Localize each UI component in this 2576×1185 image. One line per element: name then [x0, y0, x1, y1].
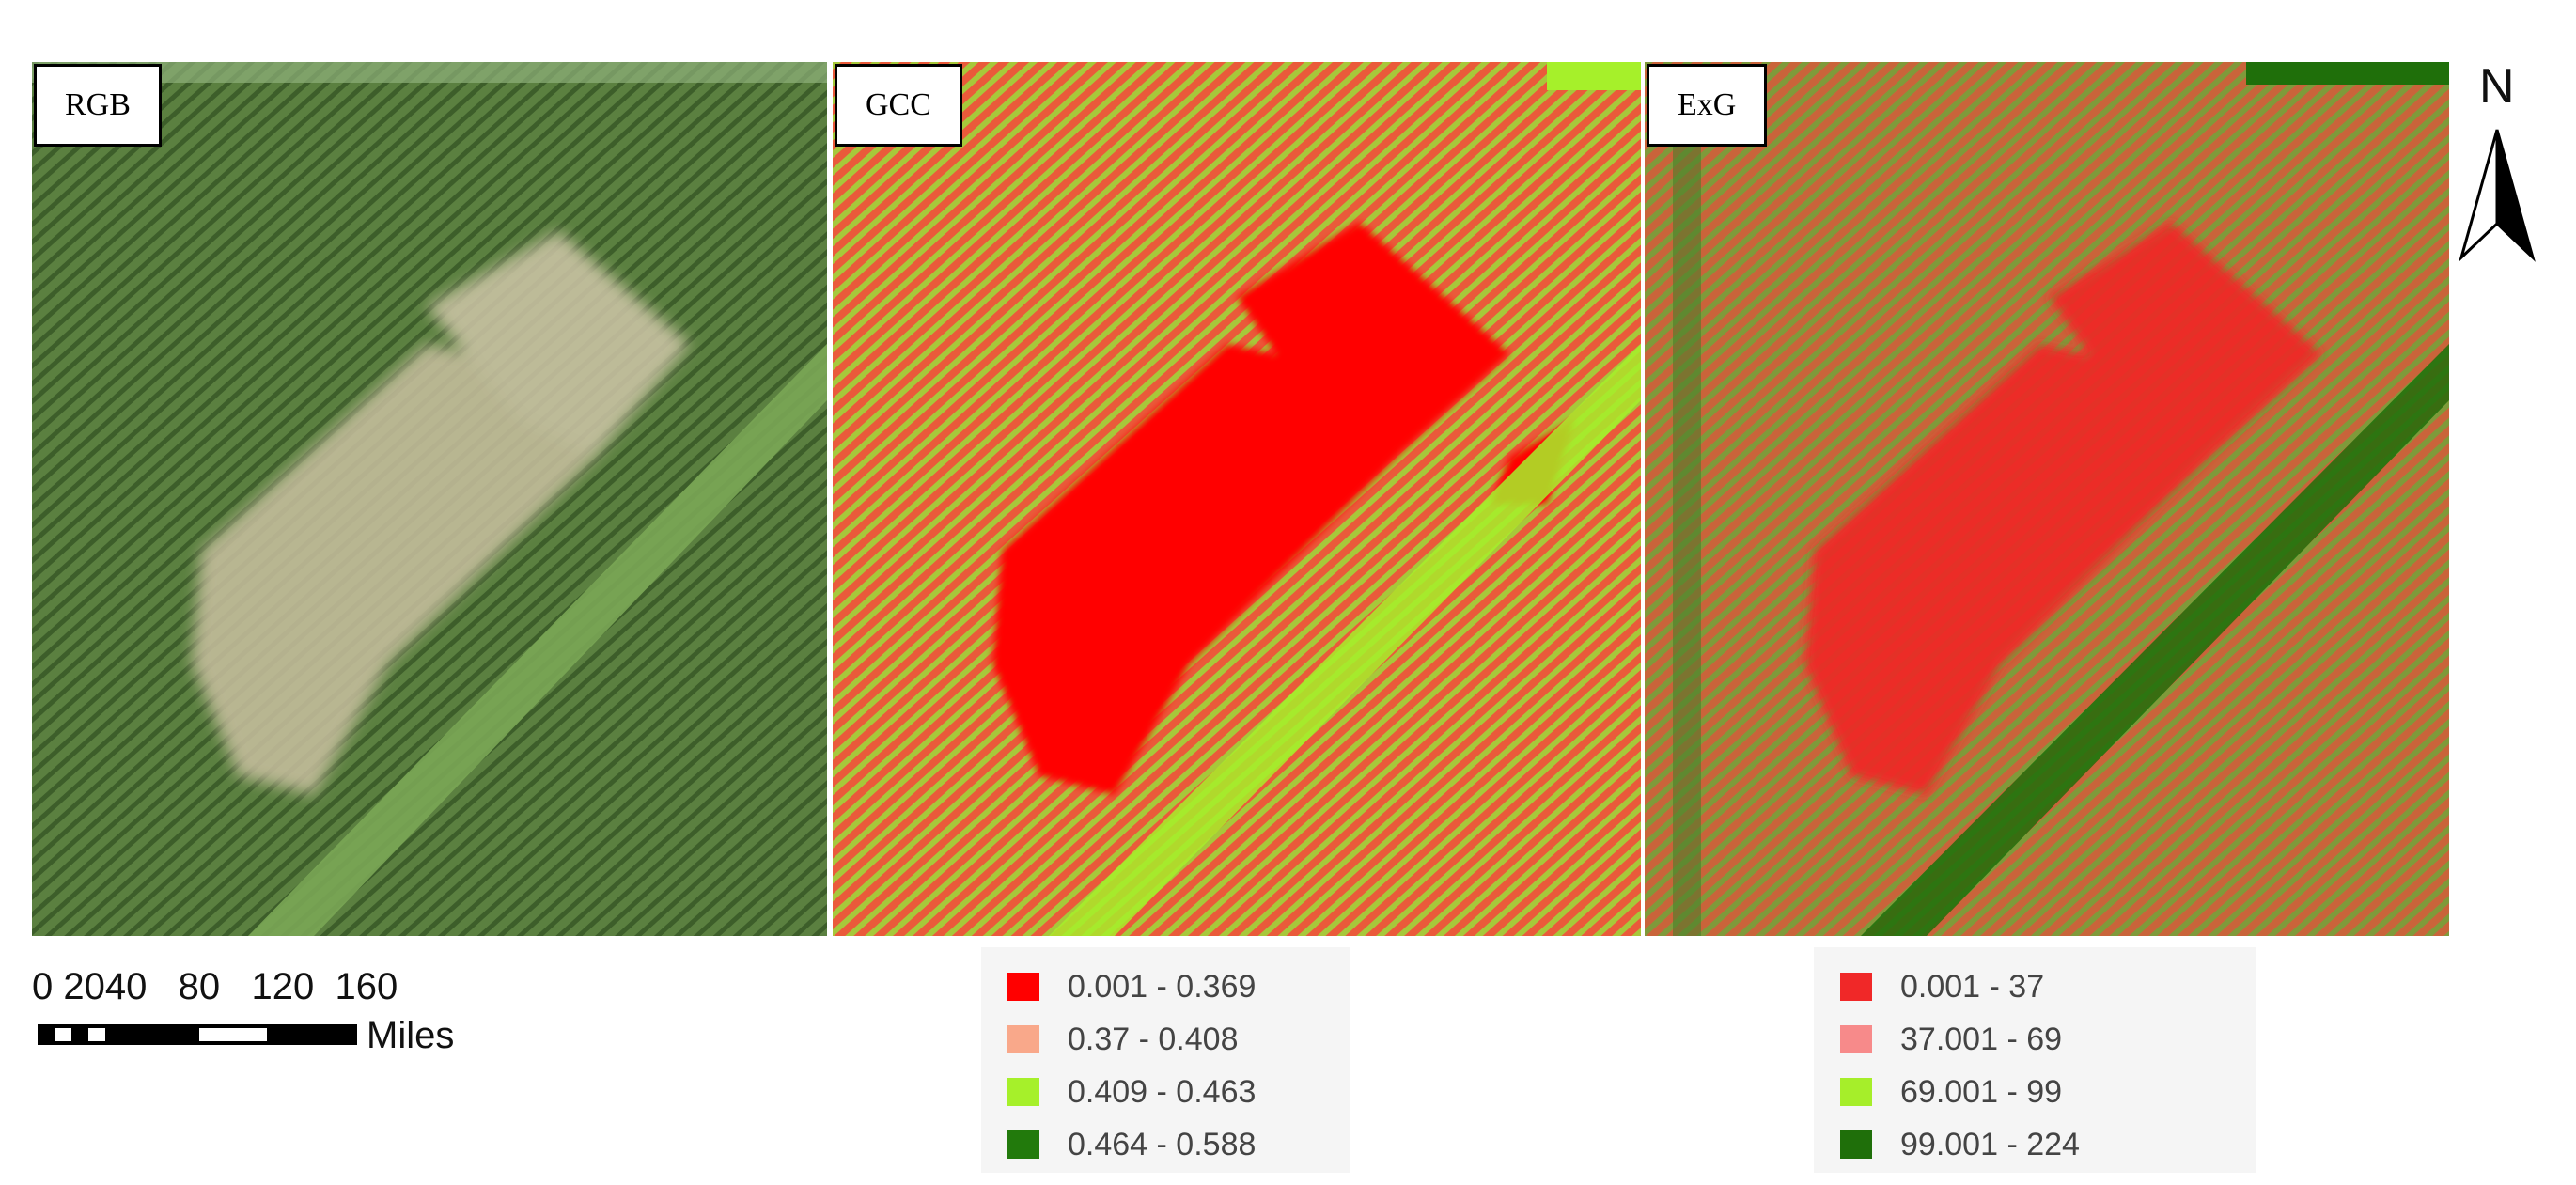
legend-label: 0.464 - 0.588 [1068, 1126, 1257, 1162]
legend-swatch [1840, 1078, 1872, 1106]
legend-swatch [1840, 973, 1872, 1001]
exg-panel-label: ExG [1647, 64, 1768, 147]
legend-swatch [1007, 1025, 1039, 1053]
north-arrow-icon [2459, 129, 2536, 262]
rgb-aerial-image [32, 62, 827, 936]
legend-label: 0.409 - 0.463 [1068, 1073, 1257, 1110]
legend-label: 69.001 - 99 [1900, 1073, 2063, 1110]
legend-item: 37.001 - 69 [1840, 1013, 2062, 1066]
legend-label: 99.001 - 224 [1900, 1126, 2080, 1162]
legend-label: 0.001 - 0.369 [1068, 968, 1257, 1005]
legend-swatch [1840, 1130, 1872, 1159]
legend-item: 0.001 - 37 [1840, 960, 2044, 1013]
scale-bar-ticks: 0 2040 80 120 160 [32, 966, 398, 1007]
legend-swatch [1840, 1025, 1872, 1053]
legend-item: 0.409 - 0.463 [1007, 1066, 1256, 1118]
legend-item: 0.464 - 0.588 [1007, 1118, 1256, 1171]
exg-index-map [1645, 62, 2449, 936]
exg-legend: 0.001 - 37 37.001 - 69 69.001 - 99 99.00… [1814, 947, 2256, 1173]
legend-item: 69.001 - 99 [1840, 1066, 2062, 1118]
legend-swatch [1007, 1078, 1039, 1106]
north-label: N [2479, 59, 2515, 114]
legend-swatch [1007, 1130, 1039, 1159]
exg-map-panel: ExG [1645, 62, 2449, 936]
scale-bar-units: Miles [367, 1015, 455, 1056]
legend-label: 37.001 - 69 [1900, 1021, 2063, 1057]
legend-swatch [1007, 973, 1039, 1001]
legend-label: 0.001 - 37 [1900, 968, 2045, 1005]
legend-item: 99.001 - 224 [1840, 1118, 2080, 1171]
rgb-map-panel: RGB [32, 62, 827, 936]
gcc-panel-label: GCC [835, 64, 962, 147]
scale-bar-graphic [38, 1024, 357, 1045]
gcc-legend: 0.001 - 0.369 0.37 - 0.408 0.409 - 0.463… [981, 947, 1350, 1173]
legend-item: 0.001 - 0.369 [1007, 960, 1256, 1013]
scale-bar: 0 2040 80 120 160 Miles [32, 966, 521, 1069]
rgb-panel-label: RGB [34, 64, 162, 147]
legend-label: 0.37 - 0.408 [1068, 1021, 1239, 1057]
gcc-index-map [833, 62, 1641, 936]
gcc-map-panel: GCC [833, 62, 1641, 936]
legend-item: 0.37 - 0.408 [1007, 1013, 1238, 1066]
